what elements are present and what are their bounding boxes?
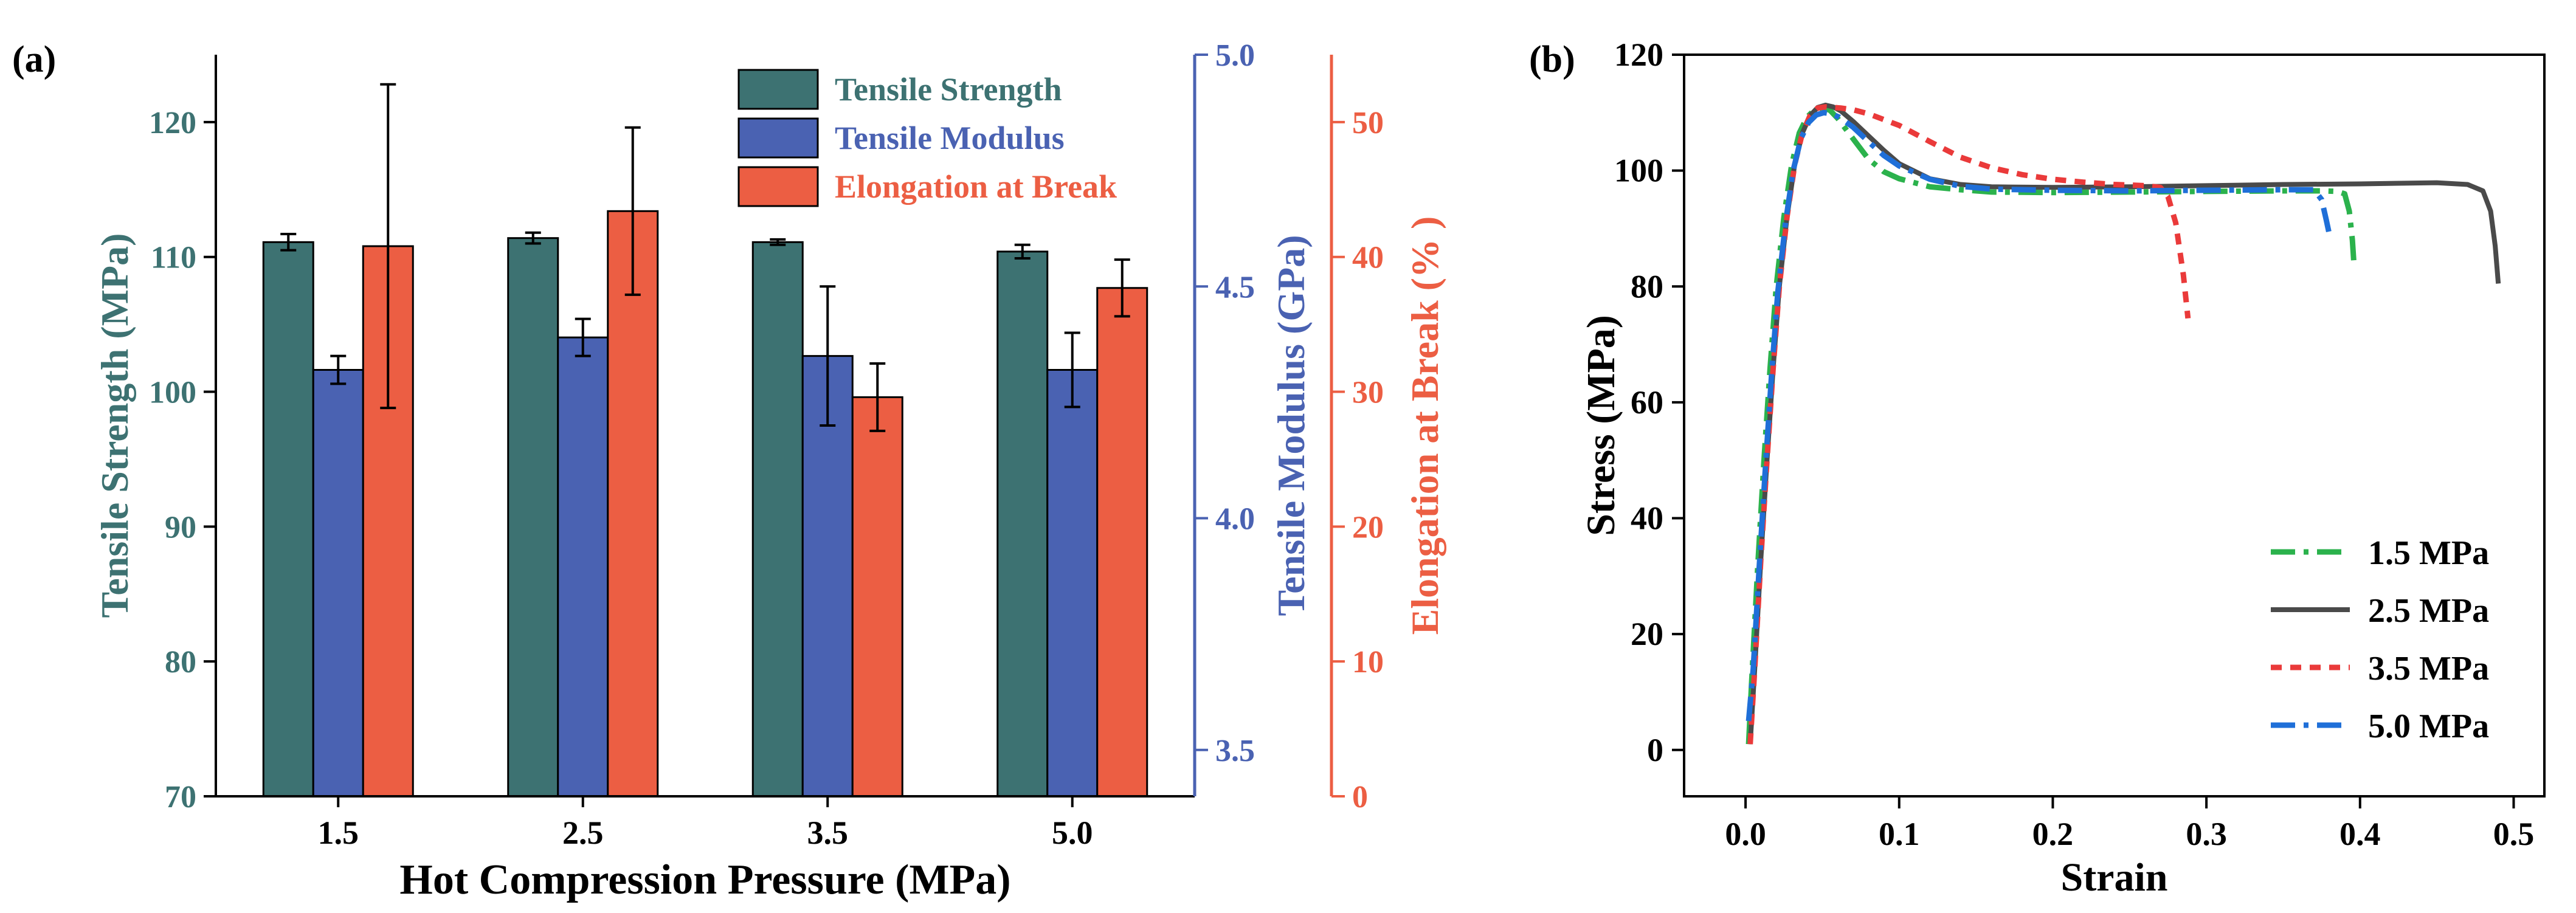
chart-a: Tensile Strength (MPa) Tensile Modulus (… bbox=[93, 38, 1446, 903]
x-tick-label-b-5: 0.5 bbox=[2493, 816, 2535, 852]
curve-5-0-mpa bbox=[1746, 109, 2332, 722]
mid-tick-label-3: 5.0 bbox=[1215, 38, 1255, 73]
x-tick-label-b-2: 0.2 bbox=[2032, 816, 2074, 852]
bar-tensile-modulus-0 bbox=[312, 369, 364, 798]
legend-label-tensile-modulus: Tensile Modulus bbox=[835, 120, 1065, 156]
x-tick-label-2: 3.5 bbox=[807, 815, 849, 851]
x-tick-label-3: 5.0 bbox=[1052, 815, 1093, 851]
x-tick-label-b-0: 0.0 bbox=[1725, 816, 1766, 852]
bar-tensile-modulus-3 bbox=[1046, 369, 1099, 798]
x-tick-label-b-1: 0.1 bbox=[1879, 816, 1920, 852]
legend-b: 1.5 MPa 2.5 MPa 3.5 MPa 5.0 MPa bbox=[2271, 534, 2489, 745]
bar-elongation-3 bbox=[1096, 287, 1148, 798]
y-tick-label-b-4: 80 bbox=[1631, 268, 1663, 305]
x-tick-label-b-3: 0.3 bbox=[2186, 816, 2227, 852]
y-tick-label-b-0: 0 bbox=[1647, 732, 1663, 768]
legend-label-tensile-strength: Tensile Strength bbox=[835, 71, 1062, 108]
mid-tick-label-0: 3.5 bbox=[1215, 734, 1255, 768]
left-tick-label-0: 70 bbox=[165, 780, 196, 815]
legend-label-1-5-mpa: 1.5 MPa bbox=[2368, 534, 2489, 572]
curve-3-5-mpa bbox=[1747, 104, 2191, 745]
right-tick-label-4: 40 bbox=[1352, 241, 1384, 275]
panel-b-label: (b) bbox=[1529, 39, 1575, 80]
legend-label-elongation: Elongation at Break bbox=[835, 168, 1117, 205]
legend-swatch-elongation bbox=[737, 166, 819, 207]
mid-tick-label-2: 4.5 bbox=[1215, 270, 1255, 305]
bar-elongation-2 bbox=[851, 396, 903, 798]
bar-tensile-strength-1 bbox=[507, 237, 559, 798]
mid-tick-label-1: 4.0 bbox=[1215, 502, 1255, 537]
bar-tensile-strength-3 bbox=[996, 250, 1049, 798]
bar-tensile-strength-0 bbox=[262, 241, 314, 798]
right-axis-title: Elongation at Break (% ) bbox=[1403, 216, 1446, 635]
strain-axis-title: Strain bbox=[2060, 855, 2167, 900]
left-tick-label-2: 90 bbox=[165, 510, 196, 545]
y-tick-label-b-6: 120 bbox=[1614, 36, 1663, 73]
mid-axis-title: Tensile Modulus (GPa) bbox=[1269, 235, 1313, 616]
panel-a-label: (a) bbox=[12, 39, 56, 80]
right-tick-label-5: 50 bbox=[1352, 106, 1384, 140]
left-axis-title: Tensile Strength (MPa) bbox=[93, 233, 136, 618]
bar-elongation-1 bbox=[607, 210, 659, 798]
y-tick-label-b-3: 60 bbox=[1631, 384, 1663, 421]
right-tick-label-1: 10 bbox=[1352, 645, 1384, 680]
left-tick-label-5: 120 bbox=[149, 106, 196, 140]
bar-tensile-modulus-1 bbox=[557, 336, 609, 798]
legend-swatch-tensile-modulus bbox=[737, 117, 819, 159]
chart-b: Stress (MPa) Strain 1.5 MPa 2.5 MPa 3.5 … bbox=[1579, 36, 2546, 900]
y-tick-label-b-5: 100 bbox=[1614, 153, 1663, 189]
legend-label-2-5-mpa: 2.5 MPa bbox=[2368, 592, 2489, 630]
x-tick-label-0: 1.5 bbox=[318, 815, 359, 851]
plot-frame bbox=[1683, 53, 2546, 798]
left-tick-label-3: 100 bbox=[149, 376, 196, 410]
legend-label-3-5-mpa: 3.5 MPa bbox=[2368, 650, 2489, 687]
legend: Tensile Strength Tensile Modulus Elongat… bbox=[737, 69, 1117, 207]
legend-swatch-tensile-strength bbox=[737, 69, 819, 110]
y-tick-label-b-2: 40 bbox=[1631, 500, 1663, 537]
x-tick-label-1: 2.5 bbox=[562, 815, 604, 851]
stress-axis-title: Stress (MPa) bbox=[1579, 315, 1623, 536]
y-tick-label-b-1: 20 bbox=[1631, 616, 1663, 652]
x-tick-label-b-4: 0.4 bbox=[2339, 816, 2381, 852]
left-tick-label-4: 110 bbox=[151, 241, 196, 275]
right-tick-label-2: 20 bbox=[1352, 510, 1384, 545]
bar-tensile-strength-2 bbox=[751, 241, 804, 798]
x-axis-title: Hot Compression Pressure (MPa) bbox=[399, 856, 1010, 903]
right-tick-label-3: 30 bbox=[1352, 376, 1384, 410]
right-tick-label-0: 0 bbox=[1352, 780, 1368, 815]
left-tick-label-1: 80 bbox=[165, 645, 196, 680]
legend-label-5-0-mpa: 5.0 MPa bbox=[2368, 708, 2489, 745]
